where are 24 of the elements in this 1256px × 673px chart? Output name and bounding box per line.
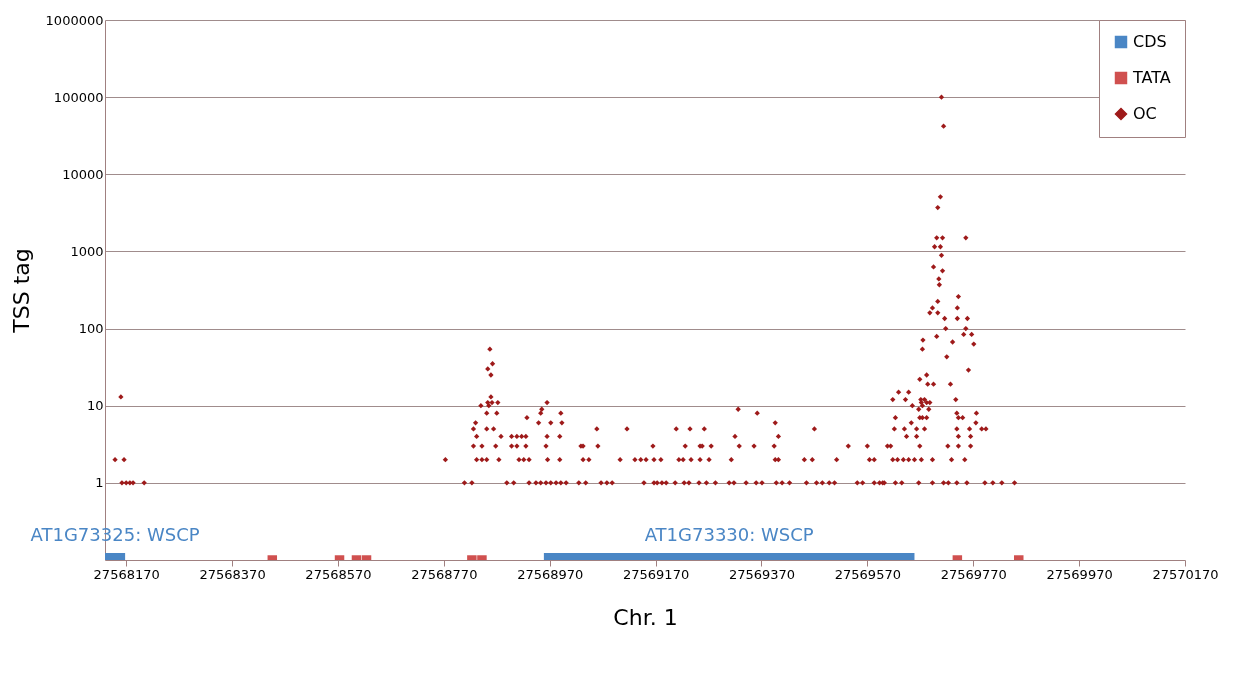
x-tick-label: 27569370 (728, 566, 796, 582)
x-axis-title: Chr. 1 (613, 604, 678, 630)
x-tick-label: 27568970 (517, 566, 584, 582)
y-tick-label: 100000 (53, 89, 104, 105)
legend-label: CDS (1133, 32, 1167, 51)
x-tick-label: 27570170 (1152, 566, 1219, 582)
legend-label: TATA (1132, 68, 1171, 87)
y-tick-label: 1000 (70, 243, 104, 259)
annotation: AT1G73330: WSCP (644, 524, 814, 545)
y-tick-label: 10 (86, 398, 104, 414)
x-tick-label: 27569570 (834, 566, 901, 582)
y-tick-label: 1 (95, 475, 104, 491)
x-tick-label: 27569170 (623, 566, 690, 582)
y-tick-label: 10000 (62, 166, 104, 182)
x-tick-label: 27569970 (1046, 566, 1113, 582)
y-tick-label: 100 (78, 321, 104, 337)
y-tick-label: 1000000 (45, 12, 104, 28)
legend-label: OC (1133, 104, 1157, 123)
y-axis-title: TSS tag (8, 248, 34, 334)
x-tick-label: 27569770 (940, 566, 1007, 582)
x-tick-label: 27568370 (199, 566, 266, 582)
x-tick-label: 27568570 (305, 566, 372, 582)
x-tick-label: 27568170 (93, 566, 160, 582)
x-tick-label: 27568770 (411, 566, 478, 582)
